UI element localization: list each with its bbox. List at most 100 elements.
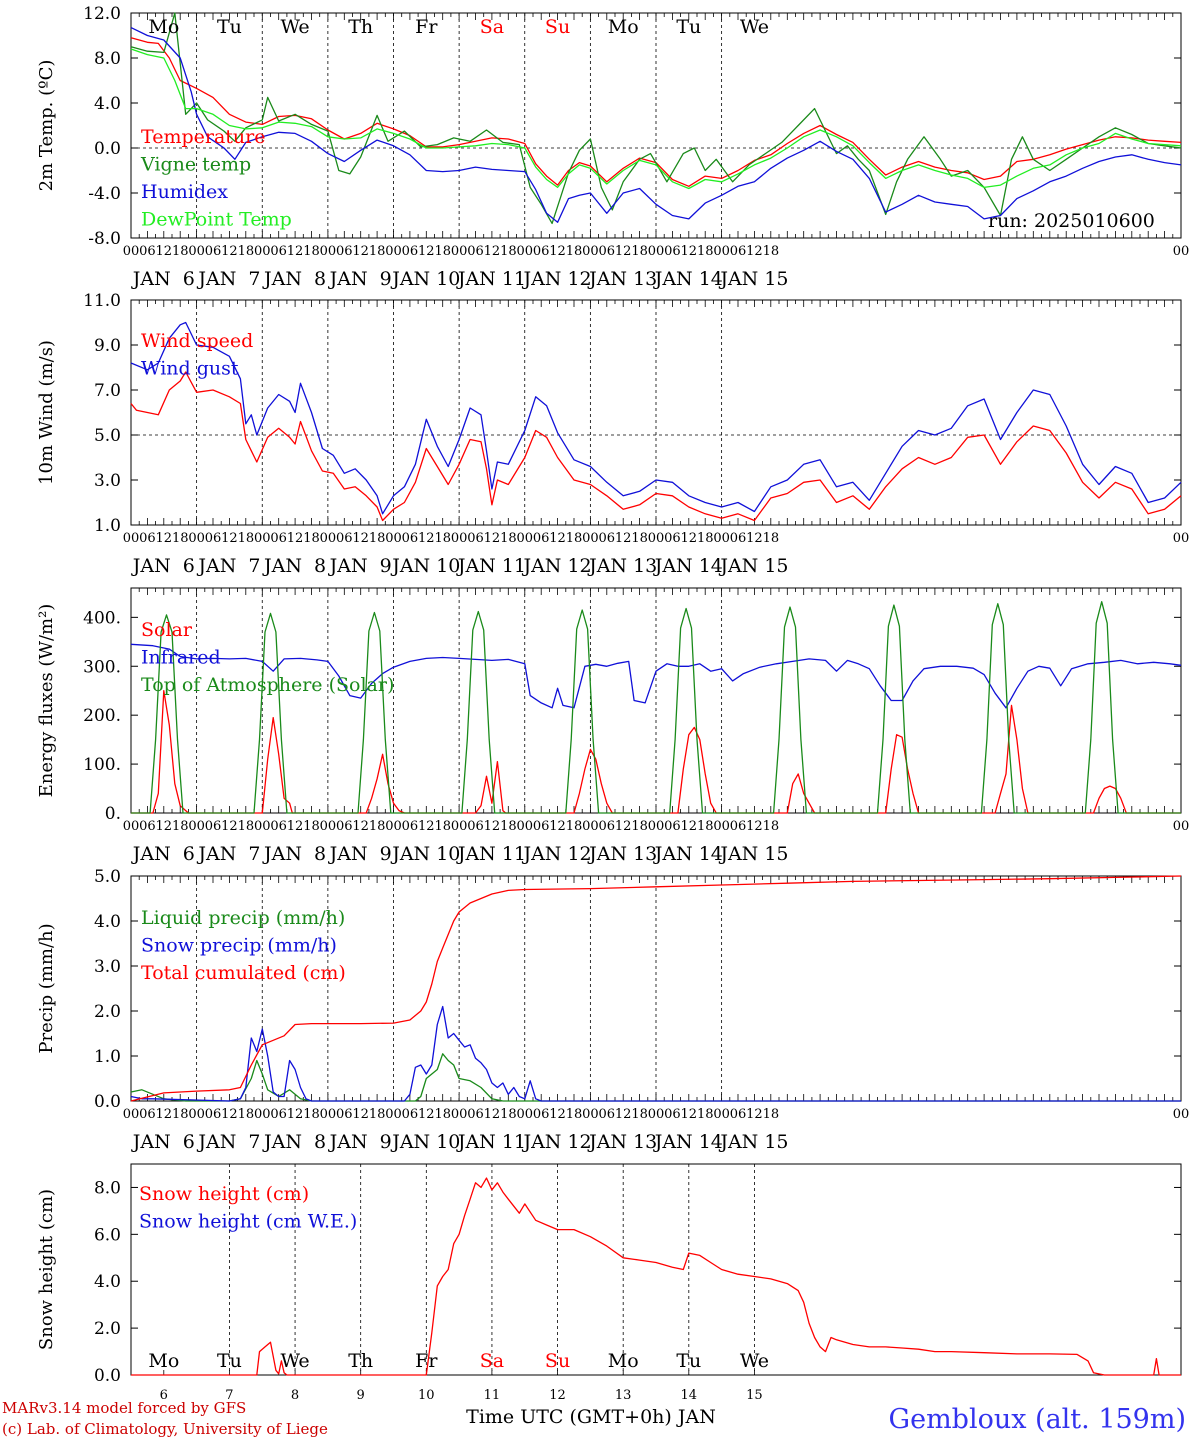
- date-label: JAN 10: [390, 1131, 460, 1153]
- day-of-week-label: Tu: [217, 1350, 242, 1372]
- hour-tick-label: 00: [123, 531, 140, 546]
- panel-3: 0. 100. 200. 300. 400. Energy fluxes (W/m²) So…: [36, 587, 1189, 865]
- day-of-week-label: Tu: [676, 16, 701, 38]
- series-line: [130, 321, 1182, 515]
- hour-tick-label: 00: [648, 244, 665, 259]
- day-of-week-label: Tu: [217, 16, 242, 38]
- day-number-label: 12: [549, 1388, 566, 1403]
- date-label: JAN 6: [131, 843, 195, 865]
- day-of-week-label: Fr: [415, 16, 438, 38]
- hour-tick-label: 12: [746, 1107, 763, 1122]
- y-tick-label: 9.0: [94, 336, 121, 356]
- day-of-week-label: Th: [348, 16, 373, 38]
- hour-tick-label: 06: [139, 244, 156, 259]
- hour-tick-label: 18: [697, 244, 714, 259]
- date-label: JAN 12: [521, 843, 591, 865]
- day-of-week-label: We: [740, 1350, 769, 1372]
- day-number-label: 6: [160, 1388, 168, 1403]
- hour-tick-label: 06: [599, 531, 616, 546]
- hour-tick-label: 06: [730, 1107, 747, 1122]
- y-tick-label: 400.: [83, 608, 121, 628]
- date-label: JAN 15: [718, 1131, 788, 1153]
- x-minor-ticks: [130, 13, 1182, 238]
- hour-tick-label: 00: [516, 531, 533, 546]
- hour-tick-label: 18: [434, 531, 451, 546]
- series-line: [130, 1005, 1181, 1102]
- panel-5: 0.0 2.0 4.0 6.0 8.0 Snow height (cm) Snow heig…: [36, 1163, 1182, 1403]
- day-number-label: 13: [615, 1388, 632, 1403]
- hour-tick-label: 18: [172, 531, 189, 546]
- series-line: [130, 643, 1182, 709]
- hour-tick-label: 00: [254, 819, 271, 834]
- hour-tick-label: 12: [746, 531, 763, 546]
- hour-tick-label: 06: [205, 531, 222, 546]
- hour-tick-label: 12: [484, 244, 501, 259]
- hour-tick-label: 18: [763, 244, 780, 259]
- hour-tick-label: 12: [287, 244, 304, 259]
- hour-tick-label: 12: [484, 531, 501, 546]
- hour-tick-label: 18: [369, 244, 386, 259]
- hour-tick-label: 06: [599, 244, 616, 259]
- hour-tick-label: 00: [516, 244, 533, 259]
- model-credit: MARv3.14 model forced by GFS: [2, 1399, 246, 1417]
- hour-tick-label: 18: [238, 244, 255, 259]
- legend-entry: Temperature: [141, 126, 265, 148]
- hour-tick-label: 00: [385, 531, 402, 546]
- hour-tick-label: 06: [730, 531, 747, 546]
- hour-tick-label: 00: [188, 531, 205, 546]
- y-tick-label: 1.0: [94, 516, 121, 536]
- hour-tick-label: 18: [631, 1107, 648, 1122]
- hour-tick-label: 12: [156, 244, 173, 259]
- legend-entry: Snow height (cm): [139, 1183, 309, 1205]
- y-tick-label: 4.0: [94, 1272, 121, 1292]
- hour-tick-label: 18: [303, 1107, 320, 1122]
- series-line: [130, 48, 1182, 190]
- hour-tick-label: 06: [402, 819, 419, 834]
- hour-tick-label: 06: [139, 531, 156, 546]
- y-axis-title: 2m Temp. (ºC): [36, 60, 57, 192]
- hour-tick-label: 06: [533, 1107, 550, 1122]
- day-number-label: 8: [291, 1388, 299, 1403]
- day-of-week-label: Su: [545, 16, 570, 38]
- hour-tick-label: 00: [713, 819, 730, 834]
- hour-tick-label: 18: [434, 1107, 451, 1122]
- y-tick-label: -4.0: [88, 184, 121, 204]
- hour-tick-label: 06: [533, 244, 550, 259]
- day-of-week-label: Sa: [480, 16, 504, 38]
- hour-tick-label: 06: [730, 244, 747, 259]
- date-label: JAN 8: [262, 268, 326, 290]
- hour-tick-label: 00: [582, 531, 599, 546]
- y-tick-label: 5.0: [94, 867, 121, 887]
- date-label: JAN 14: [653, 1131, 723, 1153]
- hour-tick-label: 12: [418, 244, 435, 259]
- y-tick-label: 0.: [105, 804, 121, 824]
- hour-tick-label: 18: [631, 819, 648, 834]
- hour-tick-label: 00: [385, 819, 402, 834]
- hour-tick-label: 12: [418, 1107, 435, 1122]
- panel-4: 0.0 1.0 2.0 3.0 4.0 5.0 Precip (mm/h) Liquid pr…: [36, 867, 1189, 1153]
- series-line: [130, 371, 1182, 522]
- run-label: run: 2025010600: [988, 210, 1155, 232]
- legend-entry: Infrared: [141, 647, 221, 669]
- series-line: [130, 12, 1182, 225]
- hour-tick-label: 12: [681, 1107, 698, 1122]
- y-tick-label: 100.: [83, 755, 121, 775]
- date-label: JAN 13: [587, 555, 657, 577]
- legend-entry: DewPoint Temp: [141, 209, 292, 231]
- day-of-week-label: We: [280, 1350, 309, 1372]
- hour-tick-label: 00: [713, 531, 730, 546]
- day-of-week-label: Sa: [480, 1350, 504, 1372]
- day-number-label: 9: [357, 1388, 365, 1403]
- hour-tick-label: 12: [221, 819, 238, 834]
- hour-tick-label: 06: [205, 244, 222, 259]
- hour-tick-label: 00: [582, 1107, 599, 1122]
- hour-tick-label: 12: [615, 244, 632, 259]
- panel-1: -8.0 -4.0 0.0 4.0 8.0 12.0 2m Temp. (ºC) Temper…: [36, 4, 1189, 290]
- y-tick-label: -8.0: [88, 229, 121, 249]
- hour-tick-label: 00: [451, 244, 468, 259]
- hour-tick-label: 12: [549, 1107, 566, 1122]
- hour-tick-label: 06: [139, 819, 156, 834]
- date-label: JAN 10: [390, 555, 460, 577]
- hour-tick-label: 12: [681, 244, 698, 259]
- date-label: JAN 9: [328, 268, 392, 290]
